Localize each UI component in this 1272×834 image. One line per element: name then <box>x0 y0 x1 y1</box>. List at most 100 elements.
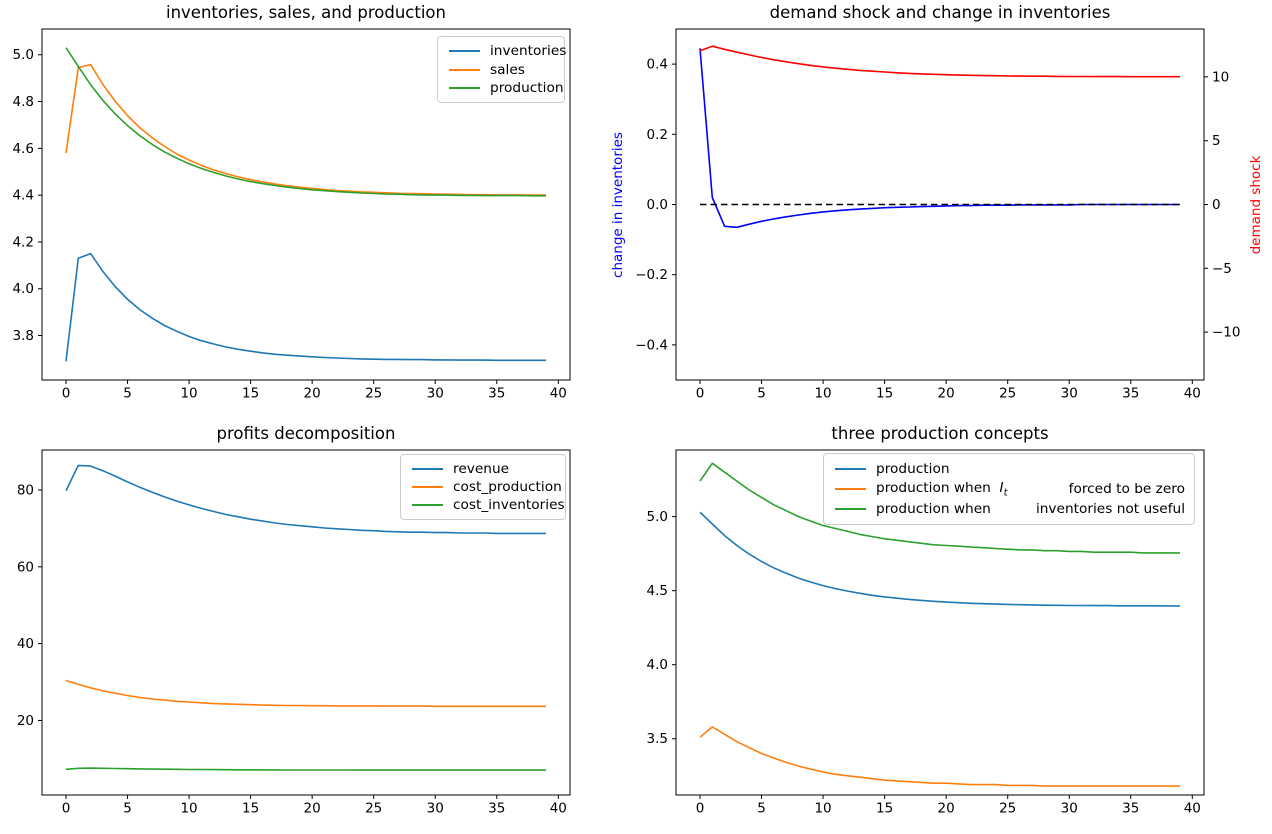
y-tick-label-right-demand-shock-change-inventories: −10 <box>1212 325 1241 341</box>
y-tick-label-profits-decomposition: 60 <box>17 559 34 575</box>
x-tick-label-inventories-sales-production: 40 <box>550 386 567 402</box>
legend-line-sample <box>412 468 443 470</box>
y-tick-label-demand-shock-change-inventories: −0.2 <box>635 267 668 283</box>
x-tick-label-inventories-sales-production: 35 <box>488 386 505 402</box>
y-tick-label-three-production-concepts: 4.5 <box>647 583 668 599</box>
x-tick-label-inventories-sales-production: 5 <box>123 386 132 402</box>
y-tick-label-profits-decomposition: 20 <box>17 713 34 729</box>
axes-profits-decomposition: 0 5 10 15 20 25 30 35 40 80 60 40 20 <box>17 449 571 817</box>
x-tick-label-inventories-sales-production: 20 <box>304 386 321 402</box>
legend-profits-decomposition: revenue cost_production cost_inventories <box>400 454 566 520</box>
legend-three-production-concepts: production production when It forced to be… <box>823 453 1195 525</box>
chart-title-demand-shock: demand shock and change in inventories <box>769 3 1111 22</box>
y-tick-label-inventories-sales-production: 4.6 <box>13 141 34 157</box>
legend-label: production when It <box>876 479 1008 499</box>
x-tick-label-three-production-concepts: 25 <box>999 801 1016 817</box>
x-tick-label-demand-shock-change-inventories: 20 <box>938 386 955 402</box>
x-tick-label-profits-decomposition: 10 <box>180 801 197 817</box>
legend-entry-sales: sales <box>447 62 555 78</box>
legend-entry-cost-production: cost_production <box>410 479 562 495</box>
legend-entry-inventories: inventories <box>447 43 566 59</box>
legend-entry-revenue: revenue <box>410 461 556 477</box>
y-tick-label-three-production-concepts: 5.0 <box>647 509 668 525</box>
legend-line-sample <box>835 467 866 470</box>
x-tick-label-demand-shock-change-inventories: 0 <box>696 386 705 402</box>
legend-label: cost_inventories <box>453 497 565 513</box>
y-tick-label-demand-shock-change-inventories: 0.0 <box>647 197 668 213</box>
legend-line-sample <box>449 86 480 89</box>
legend-label-right: forced to be zero <box>1068 480 1185 497</box>
line-demand-shock <box>699 45 1180 78</box>
x-tick-label-inventories-sales-production: 25 <box>365 386 382 402</box>
x-tick-label-three-production-concepts: 35 <box>1122 801 1139 817</box>
legend-line-sample <box>449 68 480 71</box>
x-tick-label-inventories-sales-production: 0 <box>62 386 71 402</box>
legend-label: production <box>490 79 564 96</box>
chart-title-profits-decomposition: profits decomposition <box>216 424 396 443</box>
x-tick-label-demand-shock-change-inventories: 35 <box>1122 386 1139 402</box>
legend-label: cost_production <box>453 479 562 495</box>
x-tick-label-demand-shock-change-inventories: 5 <box>757 386 766 402</box>
y-tick-label-demand-shock-change-inventories: 0.4 <box>647 57 668 73</box>
line-cost-production <box>65 679 546 708</box>
line-inventories <box>65 252 546 362</box>
x-tick-label-three-production-concepts: 5 <box>757 801 766 817</box>
y-axis-label-change-in-inventories: change in inventories <box>610 132 626 278</box>
y-tick-label-profits-decomposition: 40 <box>17 636 34 652</box>
y-tick-label-right-demand-shock-change-inventories: 10 <box>1212 69 1229 85</box>
legend-label-right: inventories not useful <box>1035 501 1185 518</box>
legend-label: revenue <box>453 461 510 477</box>
y-tick-label-inventories-sales-production: 4.2 <box>13 234 34 250</box>
y-tick-label-inventories-sales-production: 3.8 <box>13 328 34 344</box>
line-production-when-inventories-not-useful <box>699 462 1180 554</box>
y-tick-label-inventories-sales-production: 4.0 <box>13 281 34 297</box>
legend-line-sample <box>835 487 866 490</box>
y-tick-label-inventories-sales-production: 4.8 <box>13 94 34 110</box>
spines-inventories-sales-production <box>41 28 571 381</box>
line-production-when-i-t-forced-to-be-zero <box>699 726 1180 787</box>
y-tick-label-three-production-concepts: 3.5 <box>647 731 668 747</box>
x-tick-label-profits-decomposition: 5 <box>123 801 132 817</box>
spines-three-production-concepts <box>675 449 1205 796</box>
legend-label: production when <box>876 501 991 518</box>
y-tick-label-demand-shock-change-inventories: −0.4 <box>635 337 668 353</box>
legend-line-sample <box>412 486 443 488</box>
line-production <box>699 511 1180 607</box>
legend-entry-production-when-i-t: production when It forced to be zero <box>833 479 1185 499</box>
y-tick-label-right-demand-shock-change-inventories: 5 <box>1212 133 1221 149</box>
line-sales <box>65 63 546 196</box>
axes-three-production-concepts: 0 5 10 15 20 25 30 35 40 5.0 4.5 4.0 3.5 <box>647 449 1205 817</box>
line-cost-inventories <box>65 767 546 771</box>
y-tick-label-right-demand-shock-change-inventories: 0 <box>1212 197 1221 213</box>
x-tick-label-demand-shock-change-inventories: 25 <box>999 386 1016 402</box>
x-tick-label-inventories-sales-production: 10 <box>180 386 197 402</box>
y-tick-label-profits-decomposition: 80 <box>17 482 34 498</box>
x-tick-label-profits-decomposition: 0 <box>62 801 71 817</box>
legend-label: production <box>876 460 950 477</box>
x-tick-label-profits-decomposition: 25 <box>365 801 382 817</box>
legend-entry-cost-inventories: cost_inventories <box>410 497 565 513</box>
x-tick-label-profits-decomposition: 35 <box>488 801 505 817</box>
legend-entry-production: production <box>833 461 1185 477</box>
x-tick-label-three-production-concepts: 20 <box>938 801 955 817</box>
axes-inventories-sales-production: 0 5 10 15 20 25 30 35 40 5.0 4.8 4.6 4.4 4.2 4.0 3.8 <box>13 28 571 402</box>
y-tick-label-right-demand-shock-change-inventories: −5 <box>1212 261 1232 277</box>
x-tick-label-profits-decomposition: 20 <box>304 801 321 817</box>
x-tick-label-three-production-concepts: 30 <box>1061 801 1078 817</box>
y-tick-label-inventories-sales-production: 5.0 <box>13 47 34 63</box>
axes-demand-shock-change-inventories: 0 5 10 15 20 25 30 35 40 0.4 0.2 0.0 −0.2 −0.4 10 5 0 −5 −… <box>635 28 1241 402</box>
y-axis-label-demand-shock: demand shock <box>1248 155 1264 255</box>
legend-entry-production: production <box>447 80 564 96</box>
math-I-sub-t: It <box>999 479 1008 499</box>
legend-line-sample <box>449 50 480 53</box>
x-tick-label-demand-shock-change-inventories: 15 <box>876 386 893 402</box>
y-tick-label-three-production-concepts: 4.0 <box>647 657 668 673</box>
x-tick-label-profits-decomposition: 30 <box>427 801 444 817</box>
legend-line-sample <box>835 508 866 511</box>
legend-line-sample <box>412 504 443 506</box>
chart-title-inventories-sales-production: inventories, sales, and production <box>165 3 446 22</box>
x-tick-label-three-production-concepts: 40 <box>1184 801 1201 817</box>
y-tick-label-inventories-sales-production: 4.4 <box>13 188 34 204</box>
